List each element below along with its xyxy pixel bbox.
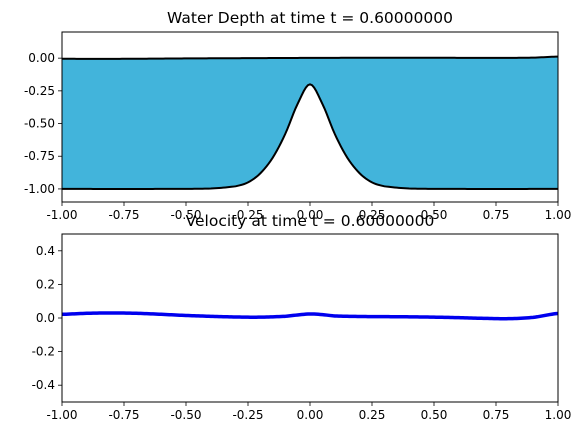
water-depth-x-axis: -1.00 -0.75 -0.50 -0.25 0.00 0.25 0.50 0.75 1.00 bbox=[46, 202, 571, 222]
depth-y-tick-label: -0.75 bbox=[24, 149, 55, 163]
velocity-x-tick-label: -1.00 bbox=[46, 408, 77, 422]
velocity-x-tick-label: 0.75 bbox=[483, 408, 510, 422]
depth-y-tick-label: 0.00 bbox=[28, 51, 55, 65]
velocity-title: Velocity at time t = 0.60000000 bbox=[186, 212, 435, 230]
velocity-y-tick-label: -0.4 bbox=[32, 378, 55, 392]
depth-y-tick-label: -0.50 bbox=[24, 117, 55, 131]
depth-x-tick-label: -0.50 bbox=[170, 208, 201, 222]
velocity-y-tick-label: 0.0 bbox=[36, 311, 55, 325]
water-depth-subplot: Water Depth at time t = 0.60000000 -1.00… bbox=[24, 9, 571, 222]
velocity-x-tick-label: -0.25 bbox=[232, 408, 263, 422]
depth-x-tick-label: 1.00 bbox=[545, 208, 572, 222]
velocity-y-axis: 0.4 0.2 0.0 -0.2 -0.4 bbox=[32, 244, 62, 392]
depth-y-tick-label: -0.25 bbox=[24, 84, 55, 98]
water-surface-line bbox=[62, 55, 558, 60]
water-depth-title: Water Depth at time t = 0.60000000 bbox=[167, 9, 453, 27]
velocity-x-tick-label: 0.50 bbox=[421, 408, 448, 422]
depth-x-tick-label: -0.75 bbox=[108, 208, 139, 222]
velocity-y-tick-label: 0.2 bbox=[36, 277, 55, 291]
depth-x-tick-label: 0.25 bbox=[359, 208, 386, 222]
velocity-subplot: -1.00 -0.75 -0.50 -0.25 0.00 0.25 0.50 0.75 1.00… bbox=[32, 212, 572, 422]
water-depth-y-axis: 0.00 -0.25 -0.50 -0.75 -1.00 bbox=[24, 51, 62, 196]
velocity-y-tick-label: -0.2 bbox=[32, 345, 55, 359]
depth-x-tick-label: -0.25 bbox=[232, 208, 263, 222]
velocity-x-tick-label: 0.00 bbox=[297, 408, 324, 422]
velocity-line bbox=[62, 311, 558, 321]
velocity-x-tick-label: -0.75 bbox=[108, 408, 139, 422]
velocity-x-tick-label: 0.25 bbox=[359, 408, 386, 422]
depth-y-tick-label: -1.00 bbox=[24, 182, 55, 196]
velocity-x-tick-label: 1.00 bbox=[545, 408, 572, 422]
depth-x-tick-label: 0.50 bbox=[421, 208, 448, 222]
bottom-topography-line bbox=[62, 83, 558, 190]
water-fill-area bbox=[62, 56, 558, 189]
velocity-y-tick-label: 0.4 bbox=[36, 244, 55, 258]
depth-x-tick-label: 0.00 bbox=[297, 208, 324, 222]
velocity-x-tick-label: -0.50 bbox=[170, 408, 201, 422]
depth-x-tick-label: -1.00 bbox=[46, 208, 77, 222]
velocity-x-axis: -1.00 -0.75 -0.50 -0.25 0.00 0.25 0.50 0.75 1.00 bbox=[46, 402, 571, 422]
depth-x-tick-label: 0.75 bbox=[483, 208, 510, 222]
